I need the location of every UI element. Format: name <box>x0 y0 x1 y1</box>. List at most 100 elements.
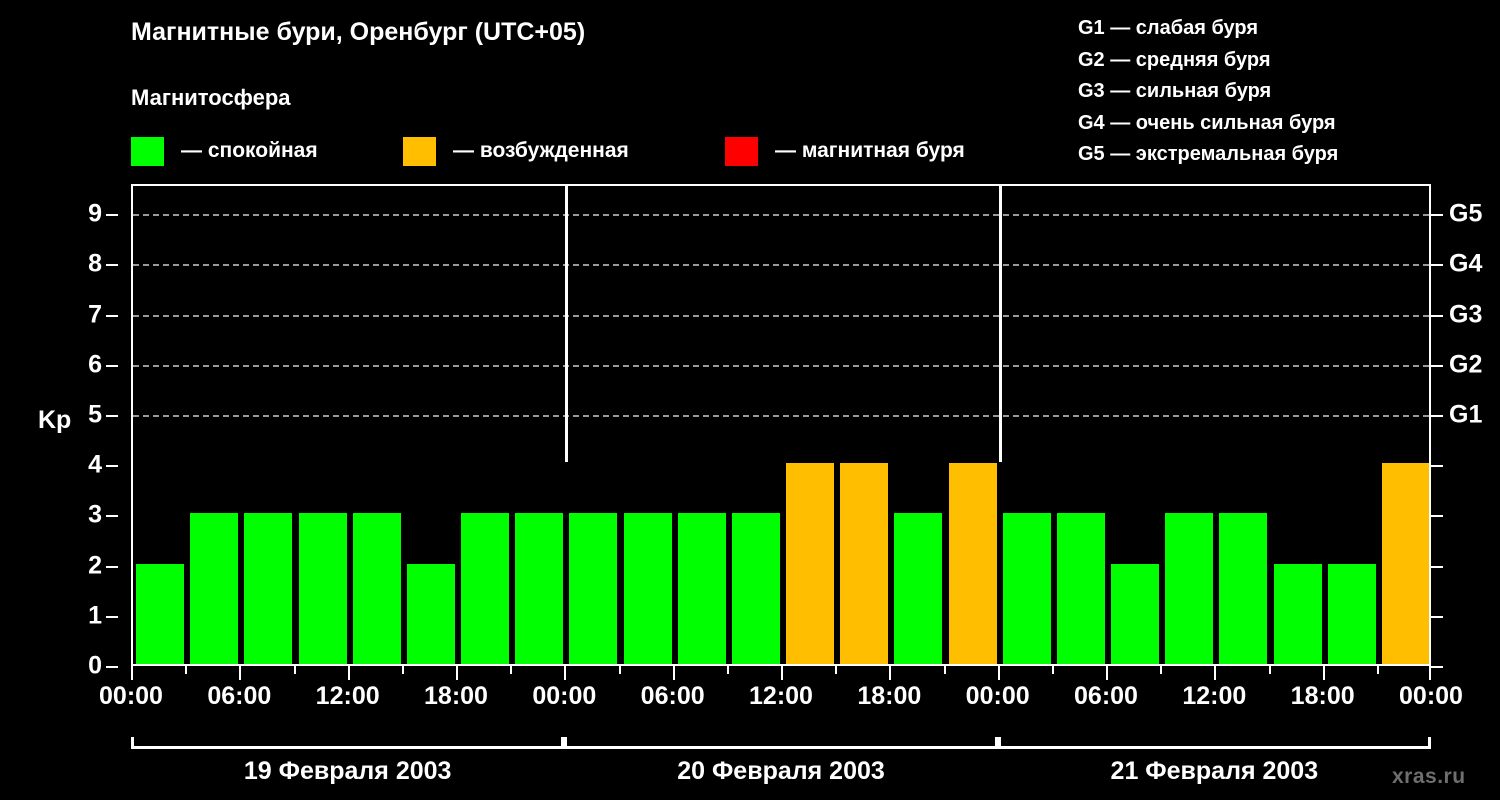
x-tick-label-5: 06:00 <box>640 682 705 710</box>
day-divider-1 <box>565 186 569 463</box>
legend-label-unsettled: — возбужденная <box>453 139 629 162</box>
y-tick-mark-2 <box>106 565 118 568</box>
y-tick-mark-4 <box>106 465 118 468</box>
x-tick-minor-3 <box>185 666 188 674</box>
x-tick-minor-27 <box>618 666 621 674</box>
g-axis-label-g1: G1 <box>1449 400 1483 429</box>
g-axis-label-g5: G5 <box>1449 199 1483 228</box>
bar <box>352 513 401 664</box>
g-legend-row-g1: G1 — слабая буря <box>1078 13 1498 45</box>
bar <box>894 513 943 664</box>
legend-swatch-calm <box>131 136 164 166</box>
g-legend-text-g4: — очень сильная буря <box>1104 111 1336 134</box>
x-tick-mark-4 <box>564 666 567 680</box>
y-tick-label-1: 1 <box>88 601 102 630</box>
x-tick-minor-9 <box>293 666 296 674</box>
x-tick-mark-10 <box>1214 666 1217 680</box>
legend-entry-calm: — спокойная <box>131 134 318 168</box>
x-tick-minor-33 <box>726 666 729 674</box>
day-label-2: 20 Февраля 2003 <box>677 757 885 785</box>
g-legend-row-g2: G2 — средняя буря <box>1078 45 1498 77</box>
bar <box>244 513 293 664</box>
g-legend-text-g5: — экстремальная буря <box>1104 143 1339 165</box>
y-tick-label-2: 2 <box>88 551 102 580</box>
legend-swatch-storm <box>725 136 758 166</box>
bar <box>136 563 185 664</box>
x-tick-minor-45 <box>943 666 946 674</box>
g-axis-label-g4: G4 <box>1449 249 1483 278</box>
bar <box>1165 513 1214 664</box>
page-title: Магнитные бури, Оренбург (UTC+05) <box>131 18 586 46</box>
g-legend-code-g2: G2 <box>1078 48 1105 71</box>
day-label-3: 21 Февраля 2003 <box>1110 757 1319 785</box>
bar <box>1111 563 1160 664</box>
y-tick-mark-9 <box>106 214 118 217</box>
chart-plot-area <box>131 184 1431 666</box>
day-bracket-2 <box>564 737 998 749</box>
x-tick-label-8: 00:00 <box>965 682 1030 710</box>
watermark: xras.ru <box>1392 765 1466 788</box>
x-tick-minor-57 <box>1160 666 1163 674</box>
g-axis-tick-mark-kp-3 <box>1431 515 1443 518</box>
x-tick-label-11: 18:00 <box>1290 682 1355 710</box>
day-bracket-row: 19 Февраля 2003 20 Февраля 2003 21 Февраля… <box>131 737 1431 795</box>
y-tick-mark-0 <box>106 666 118 668</box>
day-bracket-1 <box>131 737 565 749</box>
g-legend-code-g5: G5 <box>1078 143 1105 165</box>
bar <box>840 463 889 664</box>
y-tick-label-9: 9 <box>88 199 102 228</box>
g-axis-tick-mark-kp-4 <box>1431 465 1443 468</box>
x-tick-mark-1 <box>239 666 242 680</box>
x-tick-label-4: 00:00 <box>532 682 597 710</box>
g-legend-text-g3: — сильная буря <box>1104 80 1272 102</box>
bar <box>1327 563 1376 664</box>
bar <box>1381 463 1429 664</box>
bar <box>298 513 347 664</box>
g-legend-row-g5: G5 — экстремальная буря <box>1078 139 1498 171</box>
x-tick-minor-63 <box>1268 666 1271 674</box>
g-axis-tick-mark-kp-6 <box>1431 364 1443 367</box>
bar <box>948 463 997 664</box>
magnetosphere-label: Магнитосфера <box>131 85 291 110</box>
bar <box>623 513 672 664</box>
x-tick-label-9: 06:00 <box>1074 682 1138 710</box>
x-tick-label-12: 00:00 <box>1399 682 1463 710</box>
bar <box>677 513 726 664</box>
gridline-kp-7 <box>133 314 1429 317</box>
bar <box>1273 563 1322 664</box>
legend-entry-unsettled: — возбужденная <box>403 134 629 168</box>
y-tick-label-4: 4 <box>88 450 102 479</box>
gridline-kp-6 <box>133 364 1429 367</box>
legend-swatch-unsettled <box>403 136 436 166</box>
bar <box>515 513 564 664</box>
y-tick-mark-5 <box>106 414 118 417</box>
bar <box>190 513 239 664</box>
x-tick-mark-6 <box>781 666 783 680</box>
x-tick-minor-39 <box>835 666 838 674</box>
g-legend-code-g1: G1 <box>1078 17 1105 39</box>
bar <box>569 513 618 664</box>
g-legend-row-g4: G4 — очень сильная буря <box>1078 108 1498 140</box>
bar <box>786 463 835 664</box>
g-axis-label-g3: G3 <box>1449 300 1483 329</box>
x-tick-mark-2 <box>347 666 350 680</box>
day-label-1: 19 Февраля 2003 <box>243 757 452 785</box>
x-tick-mark-3 <box>456 666 458 680</box>
bar <box>1002 513 1051 664</box>
x-tick-minor-21 <box>510 666 513 674</box>
legend-label-storm: — магнитная буря <box>775 139 965 162</box>
x-tick-mark-11 <box>1322 666 1325 680</box>
bar <box>406 563 455 664</box>
y-tick-mark-1 <box>106 615 118 618</box>
gridline-kp-8 <box>133 264 1429 267</box>
x-tick-mark-9 <box>1106 666 1108 680</box>
day-divider-2 <box>998 186 1002 463</box>
g-axis-tick-mark-kp-9 <box>1431 214 1443 217</box>
x-tick-label-3: 18:00 <box>424 682 488 710</box>
y-tick-label-3: 3 <box>88 500 102 529</box>
x-tick-mark-12 <box>1429 666 1431 680</box>
y-axis-title: Kp <box>38 406 72 434</box>
y-tick-label-0: 0 <box>88 651 102 680</box>
x-tick-label-6: 12:00 <box>749 682 813 710</box>
x-tick-minor-51 <box>1051 666 1054 674</box>
